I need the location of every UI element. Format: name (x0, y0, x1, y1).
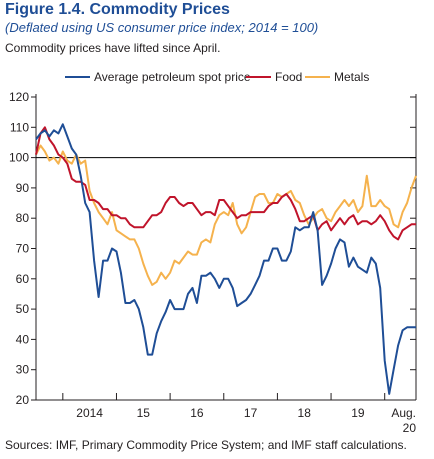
legend-label-petroleum: Average petroleum spot price (94, 70, 251, 84)
y-tick-label: 30 (16, 363, 30, 377)
figure-caption: Commodity prices have lifted since April… (5, 41, 221, 55)
legend-label-food: Food (275, 70, 302, 84)
legend-label-metals: Metals (334, 70, 369, 84)
x-tick-label: 15 (137, 406, 151, 420)
y-tick-label: 110 (10, 120, 29, 134)
y-tick-label: 70 (16, 242, 30, 256)
y-tick-label: 40 (16, 332, 30, 346)
y-tick-label: 80 (16, 211, 30, 225)
y-tick-label: 90 (16, 181, 30, 195)
y-tick-label: 20 (16, 393, 30, 407)
x-tick-label: Aug. (391, 406, 416, 420)
series-line-petroleum (35, 123, 416, 395)
y-tick-label: 60 (16, 272, 30, 286)
x-tick-sublabel: 20 (403, 421, 417, 435)
x-tick-label: 2014 (76, 406, 103, 420)
x-tick-label: 17 (244, 406, 258, 420)
series-line-food (35, 126, 416, 241)
figure-source: Sources: IMF, Primary Commodity Price Sy… (5, 438, 407, 452)
figure-subtitle: (Deflated using US consumer price index;… (5, 20, 319, 35)
x-tick-label: 19 (351, 406, 365, 420)
y-tick-label: 50 (16, 302, 30, 316)
series-line-metals (35, 144, 417, 286)
y-tick-label: 100 (9, 151, 29, 165)
y-tick-label: 120 (9, 90, 29, 104)
x-tick-label: 18 (298, 406, 312, 420)
x-tick-label: 16 (190, 406, 204, 420)
figure-title: Figure 1.4. Commodity Prices (5, 1, 230, 18)
